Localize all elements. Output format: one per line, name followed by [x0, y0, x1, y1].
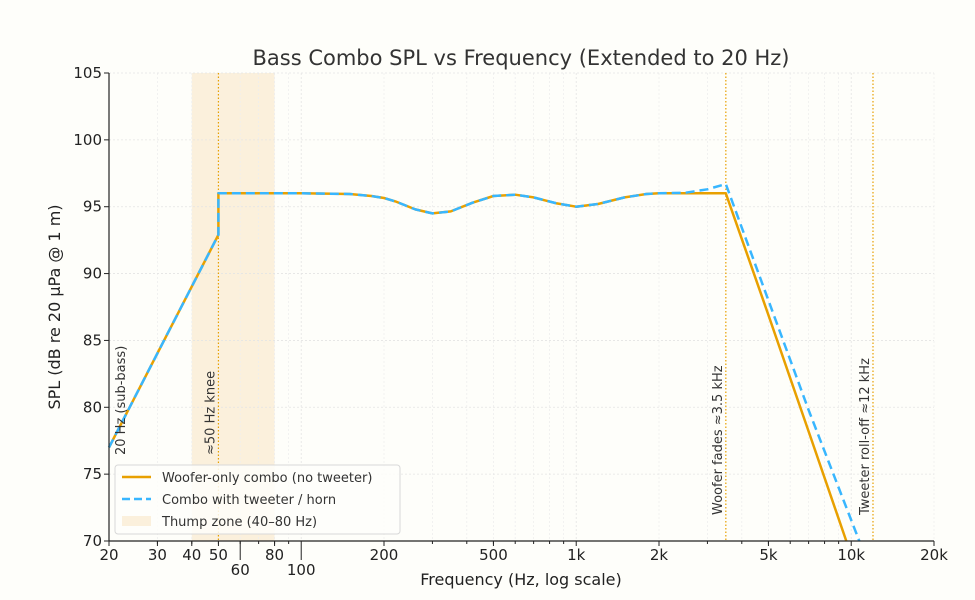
x-tick-label: 200	[370, 546, 399, 564]
thump-zone-band	[191, 73, 275, 541]
y-tick-label: 85	[83, 331, 102, 349]
x-tick-label: 10k	[837, 546, 865, 564]
legend-swatch-thump	[122, 516, 151, 526]
x-tick-label: 40	[182, 546, 201, 564]
legend-frame	[114, 464, 401, 535]
series-line-woofer-only	[107, 192, 848, 542]
x-tick-label: 2k	[650, 546, 669, 564]
reference-line-label: ≈50 Hz knee	[203, 371, 218, 455]
x-tick-label: 60	[231, 561, 250, 579]
x-tick-label: 1k	[567, 546, 586, 564]
reference-line-label: Woofer fades ≈3.5 kHz	[711, 365, 726, 515]
x-tick-label: 20	[99, 546, 118, 564]
x-tick-label: 30	[148, 546, 167, 564]
x-tick-label: 100	[287, 561, 316, 579]
legend-label-thump: Thump zone (40–80 Hz)	[161, 515, 317, 530]
reference-line-label: Tweeter roll-off ≈12 kHz	[858, 358, 873, 516]
legend: Woofer-only combo (no tweeter) Combo wit…	[114, 464, 401, 535]
y-tick-label: 90	[83, 265, 102, 283]
x-tick-label: 50	[209, 546, 228, 564]
legend-label-woofer: Woofer-only combo (no tweeter)	[162, 471, 372, 486]
chart-title: Bass Combo SPL vs Frequency (Extended to…	[253, 46, 790, 70]
y-tick-label: 80	[83, 398, 102, 416]
x-axis-label: Frequency (Hz, log scale)	[420, 570, 622, 589]
y-tick-label: 95	[83, 198, 102, 216]
annotation-label: 20 Hz (sub-bass)	[114, 346, 129, 455]
x-tick-label: 500	[479, 546, 508, 564]
x-tick-label: 20k	[920, 546, 948, 564]
y-tick-label: 105	[73, 64, 102, 82]
y-tick-label: 75	[83, 465, 102, 483]
series-line-combo-tweeter	[107, 182, 861, 542]
y-tick-label: 70	[83, 532, 102, 550]
x-tick-label: 80	[265, 546, 284, 564]
x-tick-label: 5k	[759, 546, 778, 564]
y-axis-label: SPL (dB re 20 µPa @ 1 m)	[45, 204, 64, 409]
y-tick-label: 100	[73, 131, 102, 149]
legend-label-combo: Combo with tweeter / horn	[162, 493, 336, 508]
